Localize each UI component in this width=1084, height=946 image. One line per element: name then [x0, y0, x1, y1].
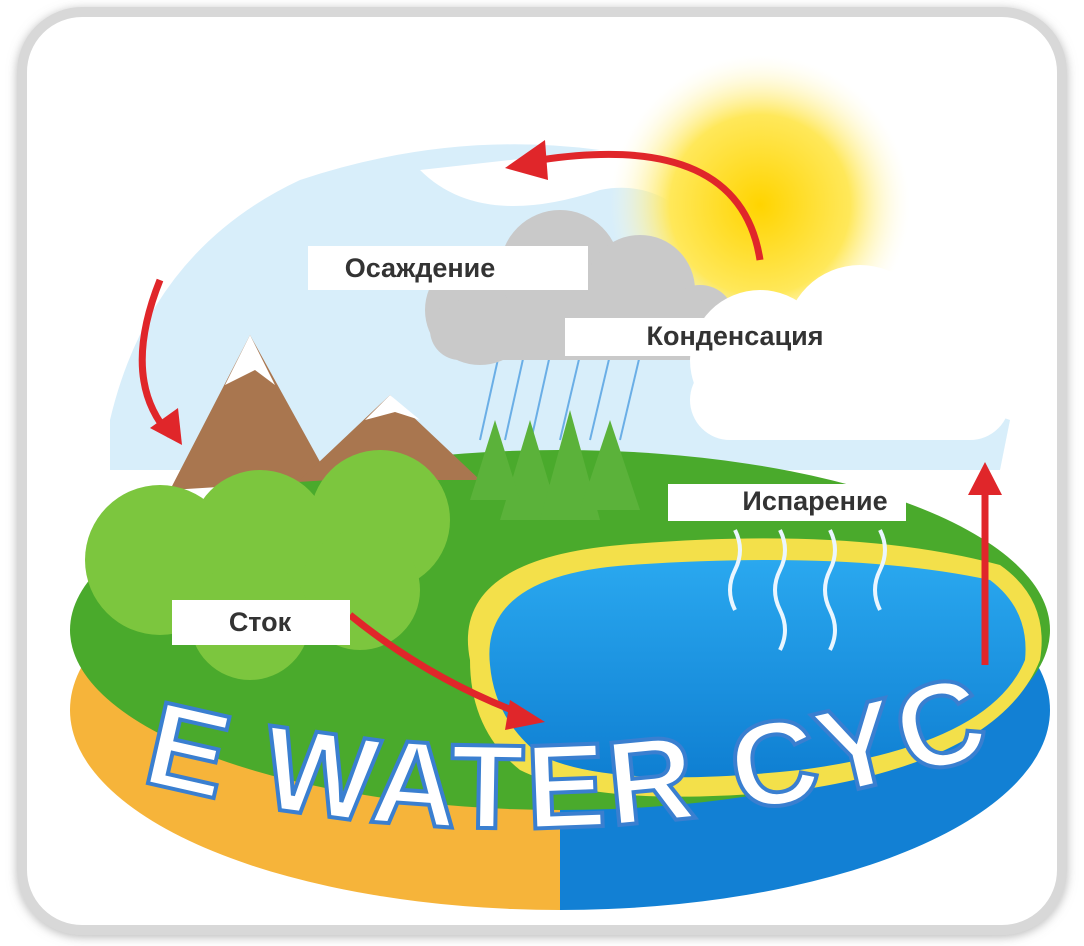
label-box — [172, 600, 350, 645]
label: Осаждение — [345, 253, 496, 283]
label-box — [668, 484, 906, 521]
arrowheads — [150, 140, 1002, 730]
mountains — [170, 335, 480, 490]
label: Конденсация — [646, 321, 823, 351]
label: Испарение — [742, 486, 887, 516]
label: Сток — [229, 607, 292, 637]
label-box — [308, 246, 588, 290]
steam — [728, 529, 887, 651]
trees — [470, 410, 640, 520]
rain — [479, 349, 641, 446]
label-box — [565, 318, 845, 356]
hills — [85, 450, 450, 680]
arrows — [138, 150, 989, 719]
white-cloud — [690, 265, 1010, 440]
